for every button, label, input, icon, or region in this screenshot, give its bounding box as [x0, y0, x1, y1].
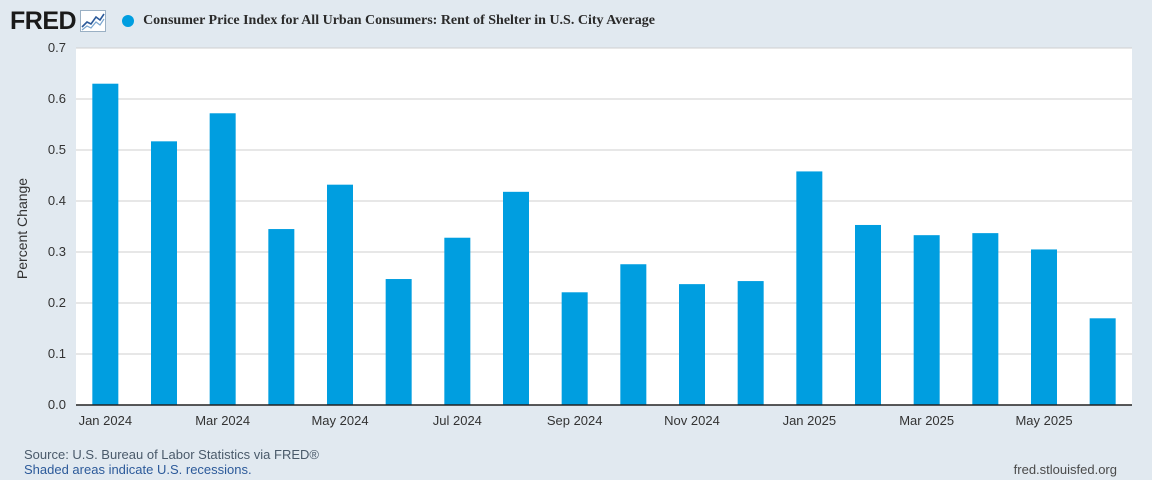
bar[interactable]	[972, 233, 999, 405]
recession-note[interactable]: Shaded areas indicate U.S. recessions.	[24, 462, 252, 477]
x-tick-label: Nov 2024	[664, 413, 720, 428]
bar[interactable]	[737, 281, 764, 405]
bar[interactable]	[561, 292, 588, 405]
x-tick-label: Mar 2024	[195, 413, 250, 428]
bar[interactable]	[913, 235, 940, 405]
bar[interactable]	[1089, 318, 1116, 405]
y-tick-label: 0.6	[48, 91, 66, 106]
x-tick-label: Jan 2025	[783, 413, 837, 428]
y-tick-label: 0.7	[48, 40, 66, 55]
bar-chart: 0.0 0.1 0.2 0.3 0.4 0.5 0.6 0.7 Jan 2024 Mar 2024…	[14, 40, 1132, 428]
source-text: Source: U.S. Bureau of Labor Statistics …	[24, 447, 319, 462]
bar[interactable]	[268, 229, 295, 405]
bar[interactable]	[855, 224, 881, 405]
plot-area	[76, 48, 1132, 405]
x-tick-label: Mar 2025	[899, 413, 954, 428]
y-tick-label: 0.5	[48, 142, 66, 157]
chart-line-icon	[80, 10, 107, 32]
chart-title: Consumer Price Index for All Urban Consu…	[143, 13, 655, 28]
bar[interactable]	[503, 191, 529, 405]
x-tick-label: Jul 2024	[433, 413, 482, 428]
fred-logo[interactable]: FRED	[10, 6, 77, 35]
bar[interactable]	[151, 141, 177, 405]
x-tick-label: May 2024	[311, 413, 368, 428]
x-tick-label: May 2025	[1015, 413, 1072, 428]
bar[interactable]	[92, 83, 119, 405]
bar[interactable]	[620, 264, 647, 405]
bar[interactable]	[1031, 249, 1057, 405]
bar[interactable]	[444, 237, 471, 405]
footer-credits: Source: U.S. Bureau of Labor Statistics …	[24, 447, 319, 477]
chart-header: FRED Consumer Price Index for All Urban …	[10, 6, 655, 36]
bar[interactable]	[679, 284, 705, 405]
x-tick-label: Sep 2024	[547, 413, 603, 428]
bar[interactable]	[385, 279, 412, 405]
bar[interactable]	[796, 171, 823, 405]
bar[interactable]	[327, 184, 353, 405]
y-tick-label: 0.0	[48, 397, 66, 412]
x-tick-label: Jan 2024	[79, 413, 133, 428]
y-axis-label: Percent Change	[14, 178, 30, 279]
legend-marker	[122, 15, 135, 27]
site-url[interactable]: fred.stlouisfed.org	[1013, 462, 1117, 477]
y-tick-label: 0.3	[48, 244, 66, 259]
y-tick-label: 0.4	[48, 193, 66, 208]
bar[interactable]	[209, 113, 236, 405]
y-tick-label: 0.1	[48, 346, 66, 361]
y-tick-label: 0.2	[48, 295, 66, 310]
